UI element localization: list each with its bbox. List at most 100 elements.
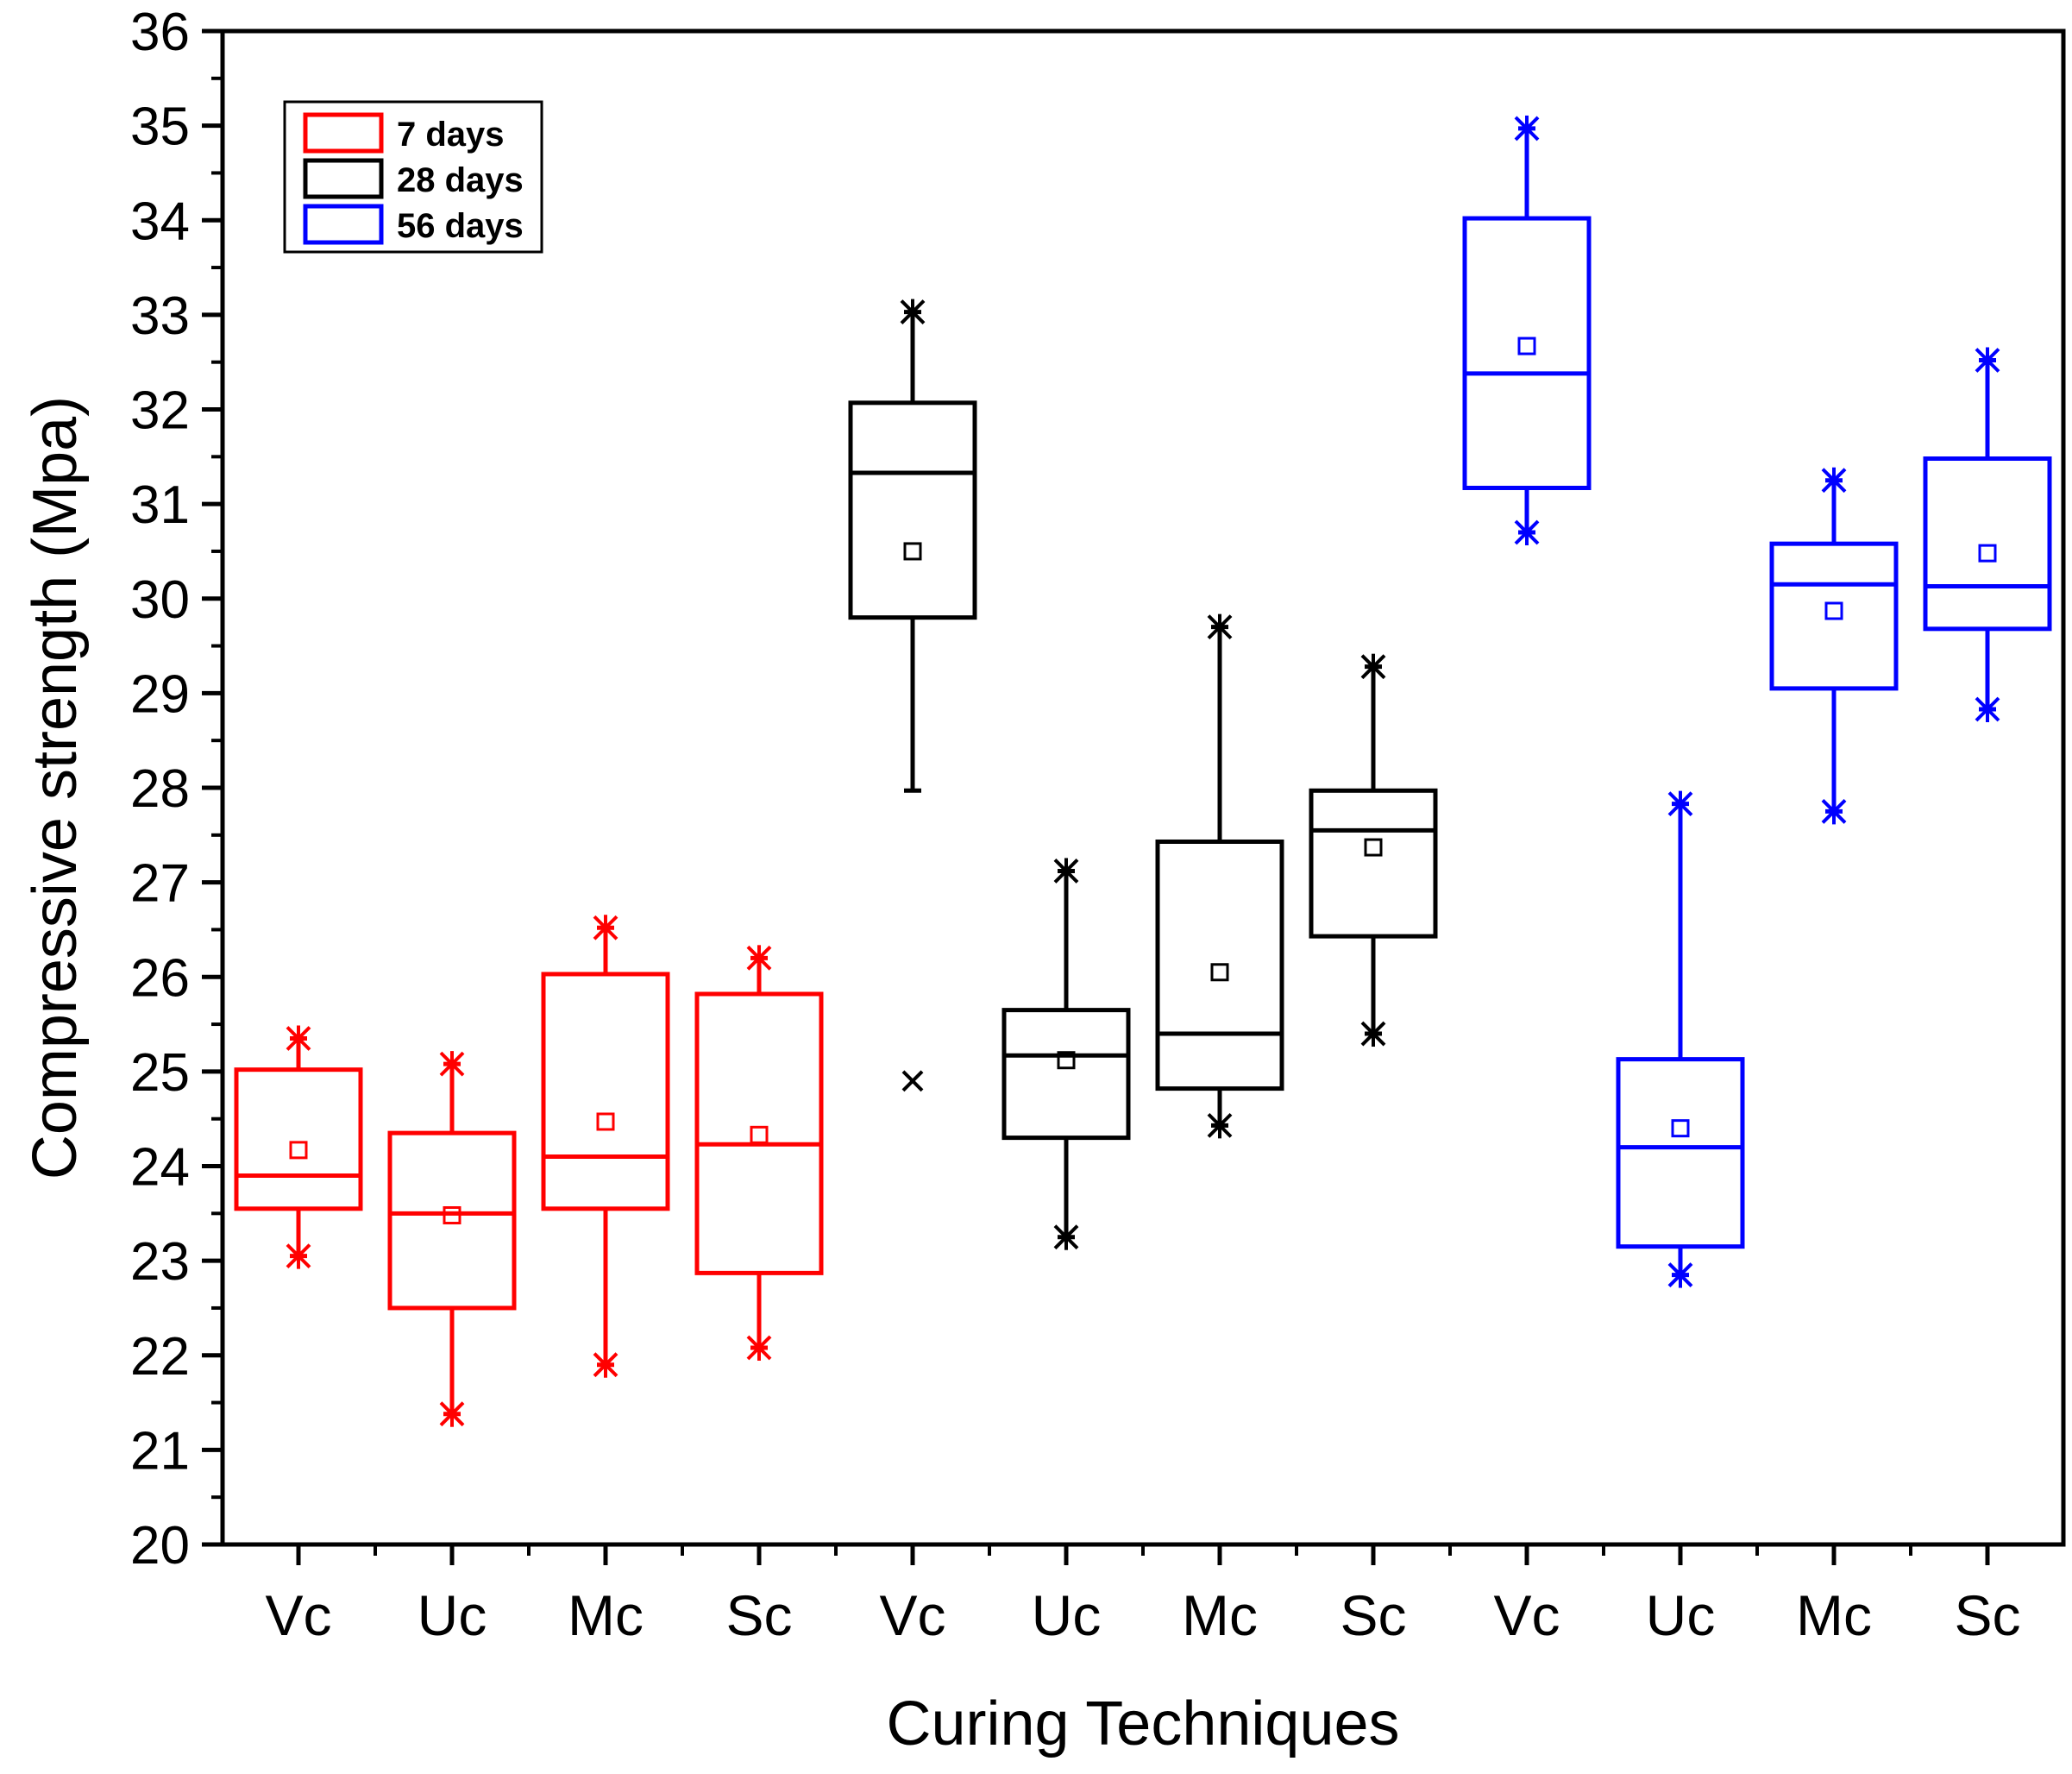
ticks-layer: 20 21 22 23 24 25 26 27 28 29 30 31 32 33 34 35 36 Vc Uc Mc… xyxy=(130,3,2020,1647)
max-marker xyxy=(1667,790,1693,817)
mean-marker xyxy=(903,542,922,561)
min-marker xyxy=(593,1351,618,1378)
min-marker xyxy=(1207,1112,1233,1139)
box-1 xyxy=(234,1025,363,1269)
legend-item-2: 28 days xyxy=(303,158,524,199)
series-2 xyxy=(848,299,1438,1250)
max-marker xyxy=(439,1051,465,1078)
box-11 xyxy=(1769,467,1899,825)
iqr-box xyxy=(1923,456,2052,632)
legend-item-1: 7 days xyxy=(303,112,505,154)
iqr-box xyxy=(1616,1057,1745,1249)
legend-swatch xyxy=(303,112,384,154)
legend-label: 56 days xyxy=(397,207,524,245)
iqr-box xyxy=(387,1130,517,1311)
max-marker xyxy=(1360,653,1386,680)
iqr-box xyxy=(694,991,824,1275)
y-tick-label: 34 xyxy=(130,192,190,251)
box-7 xyxy=(1155,613,1284,1139)
box-10 xyxy=(1616,790,1745,1288)
min-marker xyxy=(1821,798,1847,825)
x-tick-label: Vc xyxy=(265,1583,331,1647)
min-marker xyxy=(746,1334,772,1361)
min-marker xyxy=(1975,696,2000,723)
y-tick-label: 28 xyxy=(130,759,190,819)
min-marker xyxy=(1053,1224,1079,1250)
x-axis-title: Curing Techniques xyxy=(886,1689,1399,1758)
legend-label: 28 days xyxy=(397,161,524,199)
legend-items: 7 days 28 days 56 days xyxy=(303,112,524,245)
y-tick-label: 36 xyxy=(130,3,190,62)
x-tick-label: Uc xyxy=(418,1583,487,1647)
mean-marker xyxy=(750,1125,769,1144)
max-marker xyxy=(1821,467,1847,494)
y-tick-label: 30 xyxy=(130,570,190,630)
y-tick-label: 35 xyxy=(130,98,190,157)
box-2 xyxy=(387,1051,517,1427)
box-4 xyxy=(694,945,824,1361)
legend-item-3: 56 days xyxy=(303,204,524,245)
box-6 xyxy=(1001,858,1131,1250)
x-tick-label: Sc xyxy=(1340,1583,1406,1647)
iqr-box xyxy=(848,400,977,620)
mean-marker xyxy=(1210,963,1229,982)
iqr-box xyxy=(1309,788,1438,939)
x-tick-label: Mc xyxy=(568,1583,644,1647)
mean-marker xyxy=(1057,1051,1076,1070)
mean-marker xyxy=(1364,838,1383,857)
max-marker xyxy=(593,915,618,941)
max-marker xyxy=(1514,115,1540,142)
x-tick-label: Sc xyxy=(1954,1583,2020,1647)
series-3 xyxy=(1462,115,2052,1288)
y-tick-label: 31 xyxy=(130,475,190,535)
series-1 xyxy=(234,915,824,1427)
mean-marker xyxy=(1978,544,1997,563)
legend: 7 days 28 days 56 days xyxy=(283,100,543,254)
min-marker xyxy=(286,1242,311,1269)
mean-marker xyxy=(1671,1119,1690,1138)
legend-swatch xyxy=(303,204,384,245)
marks-layer xyxy=(234,115,2052,1427)
min-marker xyxy=(439,1400,465,1427)
max-marker xyxy=(1053,858,1079,884)
outlier-marker-stroke xyxy=(901,1070,924,1092)
y-tick-label: 21 xyxy=(130,1421,190,1481)
max-marker xyxy=(746,945,772,972)
y-tick-label: 29 xyxy=(130,664,190,724)
box-8 xyxy=(1309,653,1438,1047)
x-tick-label: Sc xyxy=(725,1583,792,1647)
min-marker xyxy=(1514,519,1540,546)
mean-marker xyxy=(289,1141,308,1160)
iqr-box xyxy=(1001,1008,1131,1141)
x-tick-label: Mc xyxy=(1182,1583,1258,1647)
max-marker xyxy=(900,299,926,325)
x-tick-label: Vc xyxy=(879,1583,945,1647)
mean-marker xyxy=(1517,337,1536,355)
x-tick-label: Vc xyxy=(1493,1583,1560,1647)
y-tick-label: 20 xyxy=(130,1516,190,1576)
iqr-box xyxy=(1769,541,1899,691)
max-marker xyxy=(1975,347,2000,374)
outlier-marker xyxy=(901,1070,924,1092)
box-9 xyxy=(1462,115,1592,546)
x-tick-label: Uc xyxy=(1032,1583,1102,1647)
y-tick-label: 22 xyxy=(130,1327,190,1387)
y-tick-label: 25 xyxy=(130,1043,190,1103)
x-tick-label: Mc xyxy=(1796,1583,1872,1647)
min-marker xyxy=(1667,1261,1693,1288)
y-tick-label: 26 xyxy=(130,948,190,1008)
box-3 xyxy=(541,915,670,1378)
y-tick-label: 32 xyxy=(130,381,190,441)
x-tick-label: Uc xyxy=(1646,1583,1716,1647)
y-tick-label: 27 xyxy=(130,854,190,914)
iqr-box xyxy=(541,972,670,1211)
y-tick-label: 23 xyxy=(130,1232,190,1292)
max-marker xyxy=(1207,613,1233,640)
legend-label: 7 days xyxy=(397,116,505,154)
legend-swatch xyxy=(303,158,384,199)
max-marker xyxy=(286,1025,311,1052)
y-tick-label: 33 xyxy=(130,286,190,346)
